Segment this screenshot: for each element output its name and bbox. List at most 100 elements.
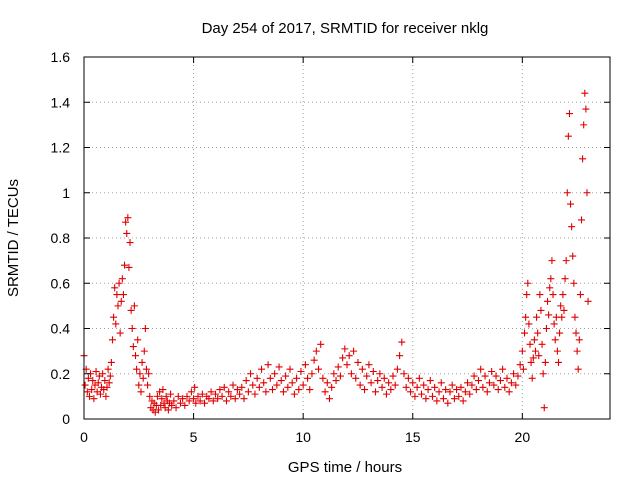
data-point	[345, 352, 353, 360]
data-point	[133, 365, 141, 373]
data-point	[174, 392, 182, 400]
data-point	[88, 386, 96, 394]
data-point	[538, 340, 546, 348]
data-point	[527, 358, 535, 366]
data-point	[153, 392, 161, 400]
data-point	[218, 392, 226, 400]
data-point	[332, 377, 340, 385]
data-point	[339, 354, 347, 362]
data-point	[562, 257, 570, 265]
data-point	[207, 388, 215, 396]
data-point	[315, 365, 323, 373]
data-point	[323, 379, 331, 387]
data-point	[439, 395, 447, 403]
data-point	[181, 401, 189, 409]
data-point	[308, 370, 316, 378]
data-point	[428, 392, 436, 400]
data-point	[117, 297, 125, 305]
data-point	[567, 200, 575, 208]
data-point	[407, 388, 415, 396]
data-point	[400, 370, 408, 378]
data-point	[325, 395, 333, 403]
data-point	[290, 390, 298, 398]
data-point	[94, 379, 102, 387]
data-point	[453, 386, 461, 394]
data-point	[424, 386, 432, 394]
y-tick-label: 0.8	[51, 230, 71, 246]
data-point	[268, 386, 276, 394]
data-point	[251, 390, 259, 398]
data-point	[499, 365, 507, 373]
data-point	[128, 325, 136, 332]
data-point	[389, 372, 397, 380]
data-point	[526, 340, 534, 348]
data-point	[558, 313, 566, 321]
data-point	[101, 377, 109, 385]
data-point	[354, 358, 362, 366]
data-point	[358, 365, 366, 373]
data-point	[457, 383, 465, 391]
data-point	[565, 110, 573, 118]
data-points	[80, 89, 592, 416]
data-point	[529, 354, 537, 362]
data-point	[262, 388, 270, 396]
data-point	[129, 343, 137, 351]
data-point	[550, 320, 558, 328]
data-point	[240, 395, 248, 403]
data-point	[277, 377, 285, 385]
data-point	[293, 374, 301, 382]
data-point	[321, 388, 329, 396]
data-point	[365, 361, 373, 369]
data-point	[382, 390, 390, 398]
data-point	[111, 284, 119, 292]
y-tick-label: 0.6	[51, 275, 71, 291]
data-point	[490, 381, 498, 389]
data-point	[568, 223, 576, 231]
data-point	[459, 397, 467, 405]
y-tick-label: 1.6	[51, 49, 71, 65]
data-point	[387, 386, 395, 394]
data-point	[385, 379, 393, 387]
data-point	[297, 367, 305, 375]
data-point	[158, 395, 166, 403]
data-point	[125, 263, 133, 271]
data-point	[83, 388, 91, 396]
data-point	[571, 313, 579, 321]
y-tick-label: 1.4	[51, 94, 71, 110]
data-point	[225, 388, 233, 396]
x-tick-label: 0	[80, 429, 88, 445]
data-point	[201, 399, 209, 407]
data-point	[229, 381, 237, 389]
data-point	[260, 379, 268, 387]
data-point	[523, 291, 531, 299]
data-point	[198, 390, 206, 398]
data-point	[244, 388, 252, 396]
data-point	[446, 388, 454, 396]
data-point	[144, 381, 152, 389]
data-point	[124, 214, 132, 222]
data-point	[247, 370, 255, 378]
x-tick-label: 20	[515, 429, 531, 445]
data-point	[352, 374, 360, 382]
data-point	[572, 329, 580, 337]
data-point	[266, 374, 274, 382]
data-point	[191, 383, 199, 391]
data-point	[507, 379, 515, 387]
data-point	[214, 395, 222, 403]
data-point	[435, 388, 443, 396]
data-point	[540, 404, 548, 412]
data-point	[522, 313, 530, 321]
data-point	[233, 386, 241, 394]
data-point	[426, 377, 434, 385]
data-point	[393, 365, 401, 373]
data-point	[556, 329, 564, 337]
data-point	[216, 386, 224, 394]
data-point	[404, 374, 412, 382]
data-point	[190, 395, 198, 403]
data-point	[569, 252, 577, 260]
data-point	[549, 291, 557, 299]
data-point	[279, 388, 287, 396]
data-point	[501, 383, 509, 391]
data-point	[255, 383, 263, 391]
